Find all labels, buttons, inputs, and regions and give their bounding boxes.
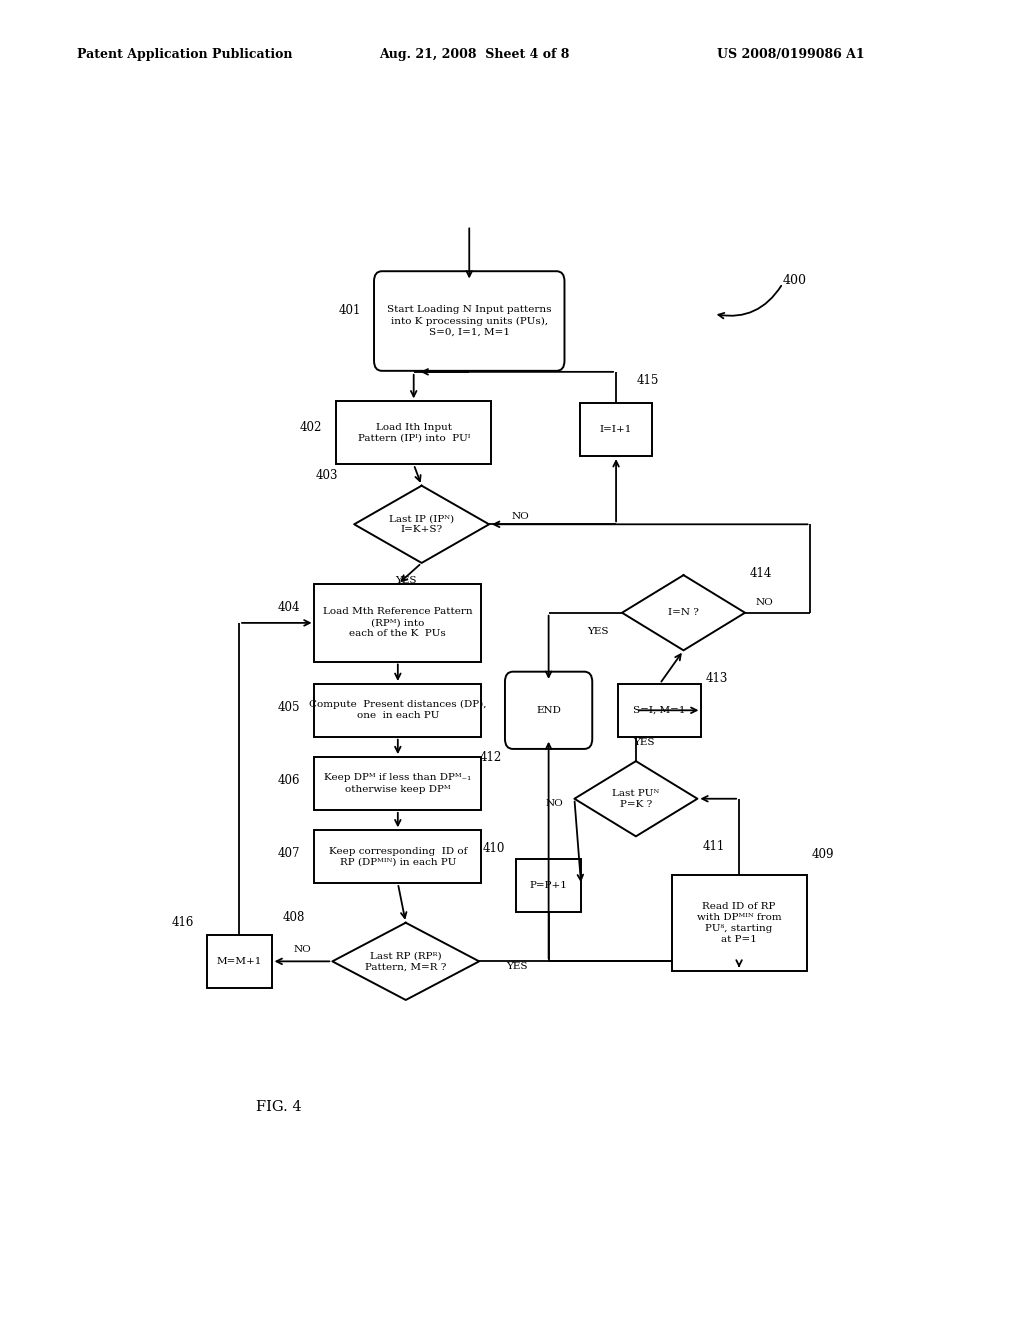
Polygon shape <box>574 762 697 837</box>
Text: YES: YES <box>507 962 528 972</box>
Text: 401: 401 <box>339 305 361 317</box>
Text: YES: YES <box>633 738 654 747</box>
Text: Patent Application Publication: Patent Application Publication <box>77 48 292 61</box>
Bar <box>581 404 651 457</box>
Text: P=P+1: P=P+1 <box>529 880 567 890</box>
Bar <box>336 401 492 465</box>
Text: 403: 403 <box>315 469 338 482</box>
Text: NO: NO <box>293 945 311 953</box>
Text: Load Ith Input
Pattern (IPᴵ) into  PUᴵ: Load Ith Input Pattern (IPᴵ) into PUᴵ <box>357 422 470 444</box>
Text: 404: 404 <box>278 601 300 614</box>
Text: Last PUᴺ
P=K ?: Last PUᴺ P=K ? <box>612 788 659 809</box>
FancyBboxPatch shape <box>374 271 564 371</box>
Bar <box>314 684 481 737</box>
Bar <box>314 830 481 883</box>
Text: 400: 400 <box>782 273 807 286</box>
Bar <box>672 875 807 970</box>
Text: Keep corresponding  ID of
RP (DPᴹᴵᴺ) in each PU: Keep corresponding ID of RP (DPᴹᴵᴺ) in e… <box>329 846 467 867</box>
Text: 414: 414 <box>750 566 772 579</box>
Bar <box>314 585 481 661</box>
Text: YES: YES <box>588 627 609 635</box>
Bar <box>618 684 701 737</box>
Text: FIG. 4: FIG. 4 <box>256 1100 302 1114</box>
Polygon shape <box>622 576 745 651</box>
Text: Load Mth Reference Pattern
(RPᴹ) into
each of the K  PUs: Load Mth Reference Pattern (RPᴹ) into ea… <box>323 607 473 639</box>
FancyBboxPatch shape <box>505 672 592 748</box>
Text: 413: 413 <box>707 672 728 685</box>
Text: END: END <box>537 706 561 715</box>
Text: M=M+1: M=M+1 <box>216 957 262 966</box>
Text: 406: 406 <box>278 774 300 787</box>
Text: 407: 407 <box>278 847 300 861</box>
Text: 409: 409 <box>811 849 834 861</box>
Text: Read ID of RP
with DPᴹᴵᴺ from
PUᴽ, starting
at P=1: Read ID of RP with DPᴹᴵᴺ from PUᴽ, start… <box>696 902 781 944</box>
Text: YES: YES <box>395 576 417 585</box>
Text: 402: 402 <box>300 421 323 434</box>
Text: US 2008/0199086 A1: US 2008/0199086 A1 <box>717 48 864 61</box>
Text: 412: 412 <box>479 751 502 763</box>
Text: 405: 405 <box>278 701 300 714</box>
Text: 416: 416 <box>172 916 194 929</box>
Text: Start Loading N Input patterns
into K processing units (PUs),
S=0, I=1, M=1: Start Loading N Input patterns into K pr… <box>387 305 552 337</box>
Text: NO: NO <box>756 598 774 607</box>
Polygon shape <box>354 486 489 562</box>
Text: 411: 411 <box>702 840 724 853</box>
Text: Last RP (RPᴿ)
Pattern, M=R ?: Last RP (RPᴿ) Pattern, M=R ? <box>366 952 446 972</box>
Text: NO: NO <box>512 512 529 520</box>
Text: Last IP (IPᴺ)
I=K+S?: Last IP (IPᴺ) I=K+S? <box>389 515 455 535</box>
Bar <box>516 859 582 912</box>
Text: Aug. 21, 2008  Sheet 4 of 8: Aug. 21, 2008 Sheet 4 of 8 <box>379 48 569 61</box>
Text: S=I, M=1: S=I, M=1 <box>634 706 686 715</box>
Text: I=N ?: I=N ? <box>668 609 699 618</box>
Polygon shape <box>333 923 479 1001</box>
Text: Compute  Present distances (DP),
one  in each PU: Compute Present distances (DP), one in e… <box>309 700 486 721</box>
Text: 408: 408 <box>283 911 305 924</box>
Bar <box>207 935 271 987</box>
Text: I=I+1: I=I+1 <box>600 425 632 434</box>
Text: Keep DPᴹ if less than DPᴹ₋₁
otherwise keep DPᴹ: Keep DPᴹ if less than DPᴹ₋₁ otherwise ke… <box>325 774 471 793</box>
Text: 410: 410 <box>482 842 505 855</box>
Bar <box>314 758 481 810</box>
Text: 415: 415 <box>637 375 659 388</box>
Text: NO: NO <box>546 800 563 808</box>
